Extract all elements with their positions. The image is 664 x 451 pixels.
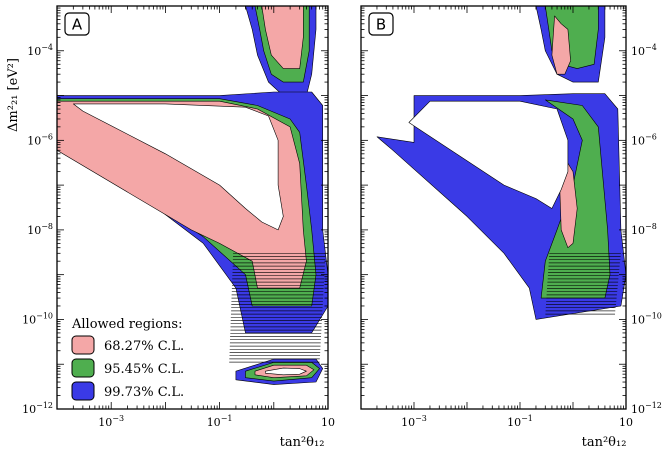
x-tick-label: 10 <box>321 416 335 429</box>
excluded-hole-1 <box>265 367 307 376</box>
y-tick-label: 10−4 <box>27 43 53 58</box>
x-tick-label: 10−1 <box>207 414 233 429</box>
y-tick-label: 10−6 <box>27 132 53 147</box>
legend-swatch-95 <box>71 358 95 378</box>
legend-label-95: 95.45% C.L. <box>104 362 184 377</box>
frame-b <box>360 5 627 410</box>
y-tick-label: 10−8 <box>27 222 53 237</box>
panel-a: 10−3 10−1 10 10−4 10−6 10−8 10−10 10−12 A Allow… <box>22 5 335 429</box>
region-68-27-2 <box>261 6 304 69</box>
x-tick-label: 10−1 <box>507 414 533 429</box>
y-tick-label: 10−6 <box>631 132 657 147</box>
ticks-a: 10−3 10−1 10 10−4 10−6 10−8 10−10 10−12 <box>22 5 335 429</box>
plot-area-a <box>57 6 328 385</box>
y-tick-label: 10−12 <box>631 401 662 416</box>
excluded-hole-0 <box>73 103 284 231</box>
legend-swatch-68 <box>71 335 95 355</box>
panel-b-label-box <box>368 12 394 36</box>
panel-a-label: A <box>72 16 83 34</box>
y-tick-label: 10−8 <box>631 222 657 237</box>
y-tick-label: 10−12 <box>22 401 53 416</box>
y-tick-label: 10−4 <box>631 43 657 58</box>
region-68-27-2 <box>551 15 571 75</box>
panel-b-label: B <box>376 16 386 34</box>
y-tick-label: 10−10 <box>631 311 662 326</box>
legend-label-99: 99.73% C.L. <box>104 385 184 400</box>
legend-title: Allowed regions: <box>71 317 182 332</box>
panel-a-label-box <box>64 12 90 36</box>
x-tick-label: 10−3 <box>98 414 124 429</box>
legend-label-68: 68.27% C.L. <box>104 339 184 354</box>
x-axis-title-b: tan²θ₁₂ <box>582 435 627 450</box>
y-tick-label: 10−10 <box>22 311 53 326</box>
excluded-hole-0 <box>408 100 569 209</box>
panel-b: 10−3 10−1 10 10−4 10−6 10−8 10−10 10−12 B <box>360 5 662 429</box>
x-tick-label: 10 <box>619 416 633 429</box>
x-axis-title-a: tan²θ₁₂ <box>280 435 325 450</box>
frame-a <box>56 5 329 410</box>
x-tick-label: 10−3 <box>401 414 427 429</box>
legend-swatch-99 <box>71 381 95 401</box>
legend: Allowed regions: 68.27% C.L. 95.45% C.L.… <box>71 317 184 401</box>
plot-area-b <box>376 6 626 320</box>
y-axis-title: Δm²₂₁ [eV²] <box>6 58 21 132</box>
